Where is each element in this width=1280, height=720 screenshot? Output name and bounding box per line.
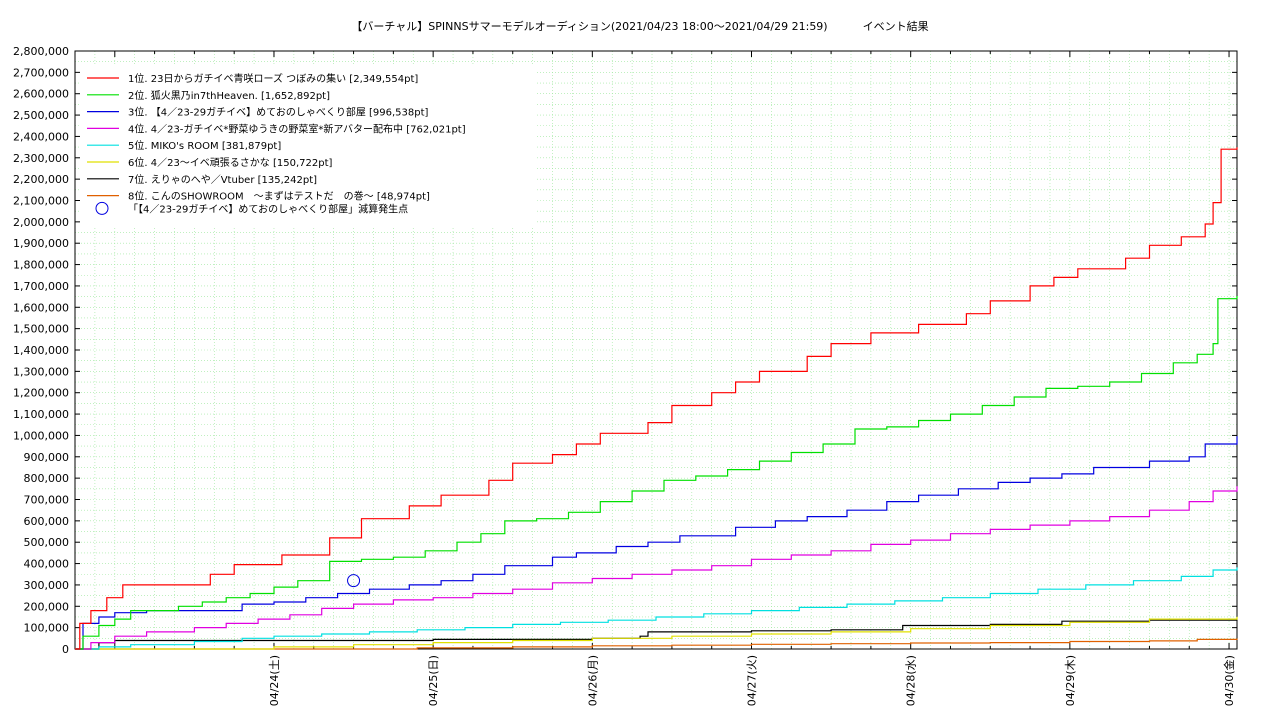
x-tick-label: 04/28(水) [905,655,918,706]
y-tick-label: 1,000,000 [13,429,69,442]
y-tick-label: 1,200,000 [13,387,69,400]
series-line-5 [75,567,1238,650]
legend-marker-circle [95,201,109,215]
chart-title: 【バーチャル】SPINNSサマーモデルオーディション(2021/04/23 18… [351,20,929,33]
series-line-6 [75,616,1238,650]
series-line-3 [75,436,1238,650]
y-tick-label: 2,400,000 [13,130,69,143]
y-tick-label: 2,000,000 [13,216,69,229]
annotations [347,574,361,588]
legend-label: 「【4／23-29ガチイベ】めておのしゃべくり部屋」減算発生点 [128,202,408,215]
series-line-2 [75,296,1238,650]
legend-label: 1位. 23日からガチイベ青咲ローズ つぼみの集い [2,349,554pt] [128,72,418,85]
y-tick-label: 1,100,000 [13,408,69,421]
x-tick-label: 04/25(日) [427,655,440,706]
y-tick-label: 1,900,000 [13,237,69,250]
y-tick-label: 300,000 [24,579,70,592]
y-tick-label: 1,500,000 [13,323,69,336]
series-line-4 [75,486,1238,650]
y-tick-label: 2,300,000 [13,152,69,165]
legend: 1位. 23日からガチイベ青咲ローズ つぼみの集い [2,349,554pt] 2… [80,66,535,228]
y-tick-label: 600,000 [24,515,70,528]
y-tick-label: 2,100,000 [13,195,69,208]
y-tick-label: 1,400,000 [13,344,69,357]
y-tick-label: 1,300,000 [13,365,69,378]
legend-label: 2位. 狐火黒乃in7thHeaven. [1,652,892pt] [128,89,330,102]
y-tick-label: 2,700,000 [13,66,69,79]
y-tick-label: 100,000 [24,622,70,635]
series-lines [75,147,1238,650]
y-tick-label: 900,000 [24,451,70,464]
y-tick-label: 1,800,000 [13,259,69,272]
legend-label: 7位. えりゃのへや／Vtuber [135,242pt] [128,173,317,186]
y-tick-label: 400,000 [24,558,70,571]
y-tick-label: 1,700,000 [13,280,69,293]
y-tick-label: 2,800,000 [13,45,69,58]
y-tick-label: 2,200,000 [13,173,69,186]
series-line-7 [75,619,1238,650]
series-line-8 [75,638,1238,650]
y-tick-label: 200,000 [24,600,70,613]
y-tick-label: 700,000 [24,494,70,507]
x-tick-label: 04/30(金) [1222,655,1236,706]
legend-label: 3位. 【4／23-29ガチイベ】めておのしゃべくり部屋 [996,538pt] [128,106,429,119]
y-tick-label: 0 [62,643,69,656]
x-tick-label: 04/26(月) [586,655,599,706]
x-axis: 04/24(土) 04/25(日) 04/26(月) 04/27(火) 04/28(水)… [74,51,1236,706]
subtraction-point-marker [347,574,361,588]
legend-box [80,66,535,228]
legend-label: 4位. 4／23-ガチイベ*野菜ゆうきの野菜室*新アバター配布中 [762,02… [128,122,466,135]
x-tick-label: 04/24(土) [268,655,281,706]
y-tick-label: 800,000 [24,472,70,485]
legend-label: 8位. こんのSHOWROOM ～まずはテストだ の巻～ [48,974pt] [128,190,430,203]
legend-label: 6位. 4／23～イベ頑張るさかな [150,722pt] [128,156,333,169]
x-tick-label: 04/29(木) [1064,655,1077,706]
y-tick-label: 2,600,000 [13,88,69,101]
y-axis: 0 100,000 200,000 300,000 400,000 500,000 600,… [13,45,1237,656]
series-line-1 [75,147,1238,650]
y-tick-label: 2,500,000 [13,109,69,122]
x-tick-label: 04/27(火) [746,655,759,706]
y-tick-label: 1,600,000 [13,301,69,314]
y-tick-label: 500,000 [24,536,70,549]
legend-label: 5位. MIKO's ROOM [381,879pt] [128,139,281,152]
